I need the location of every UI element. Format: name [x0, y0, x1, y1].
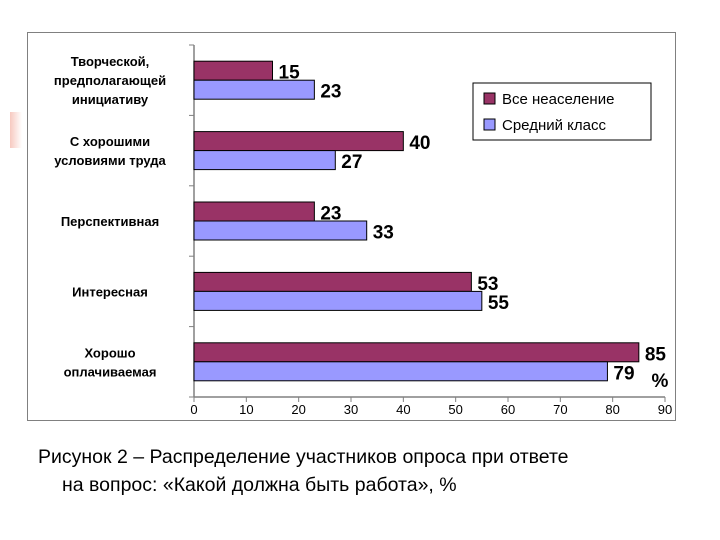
x-tick-label: 60 — [501, 402, 515, 417]
caption-line-2: на вопрос: «Какой должна быть работа», % — [62, 474, 457, 496]
bar — [193, 271, 472, 292]
bar — [193, 342, 640, 363]
data-label: 79 — [613, 363, 634, 384]
data-label: 33 — [373, 223, 394, 244]
x-tick-label: 30 — [344, 402, 358, 417]
data-label: 53 — [477, 274, 498, 295]
data-label: 85 — [645, 344, 667, 365]
data-label: 27 — [341, 152, 362, 173]
bar — [193, 150, 336, 171]
legend-box — [472, 82, 652, 141]
category-label: Творческой, — [71, 54, 150, 69]
legend-swatch — [483, 118, 496, 131]
bar — [193, 201, 315, 222]
figure-caption: Рисунок 2 – Распределение участников опр… — [38, 443, 708, 499]
category-label: Перспективная — [61, 214, 159, 229]
category-label: предполагающей — [54, 73, 166, 88]
bar-chart: 0 10 20 30 40 50 60 70 80 90 Творческой, предполага… — [54, 44, 672, 417]
x-tick-label: 0 — [190, 402, 197, 417]
data-label: 40 — [409, 133, 430, 154]
x-tick-label: 70 — [553, 402, 567, 417]
bar — [193, 290, 483, 311]
category-label: оплачиваемая — [64, 364, 157, 379]
category-label: инициативу — [72, 92, 149, 107]
x-tick-label: 20 — [291, 402, 305, 417]
unit-label: % — [652, 371, 669, 392]
category-label: Хорошо — [84, 345, 135, 360]
bar — [193, 79, 315, 100]
x-tick-label: 90 — [658, 402, 672, 417]
x-tick-label: 50 — [448, 402, 462, 417]
x-tick-label: 80 — [605, 402, 619, 417]
data-label: 23 — [320, 204, 341, 225]
chart-frame: 0 10 20 30 40 50 60 70 80 90 Творческой, предполага… — [27, 32, 676, 421]
legend-label: Все неаселение — [502, 91, 614, 108]
category-label: Интересная — [72, 284, 148, 299]
data-label: 15 — [279, 63, 301, 84]
legend-label: Средний класс — [502, 117, 606, 134]
bar — [193, 131, 404, 152]
legend-swatch — [483, 92, 496, 105]
bar — [193, 60, 273, 81]
category-label: условиями труда — [54, 153, 166, 168]
category-label: С хорошими — [70, 134, 150, 149]
data-label: 55 — [488, 293, 510, 314]
caption-line-1: Рисунок 2 – Распределение участников опр… — [38, 446, 569, 468]
x-tick-label: 40 — [396, 402, 410, 417]
decorative-accent — [10, 112, 22, 148]
x-tick-label: 10 — [239, 402, 253, 417]
data-label: 23 — [320, 82, 341, 103]
bar — [193, 361, 608, 382]
bar — [193, 220, 368, 241]
